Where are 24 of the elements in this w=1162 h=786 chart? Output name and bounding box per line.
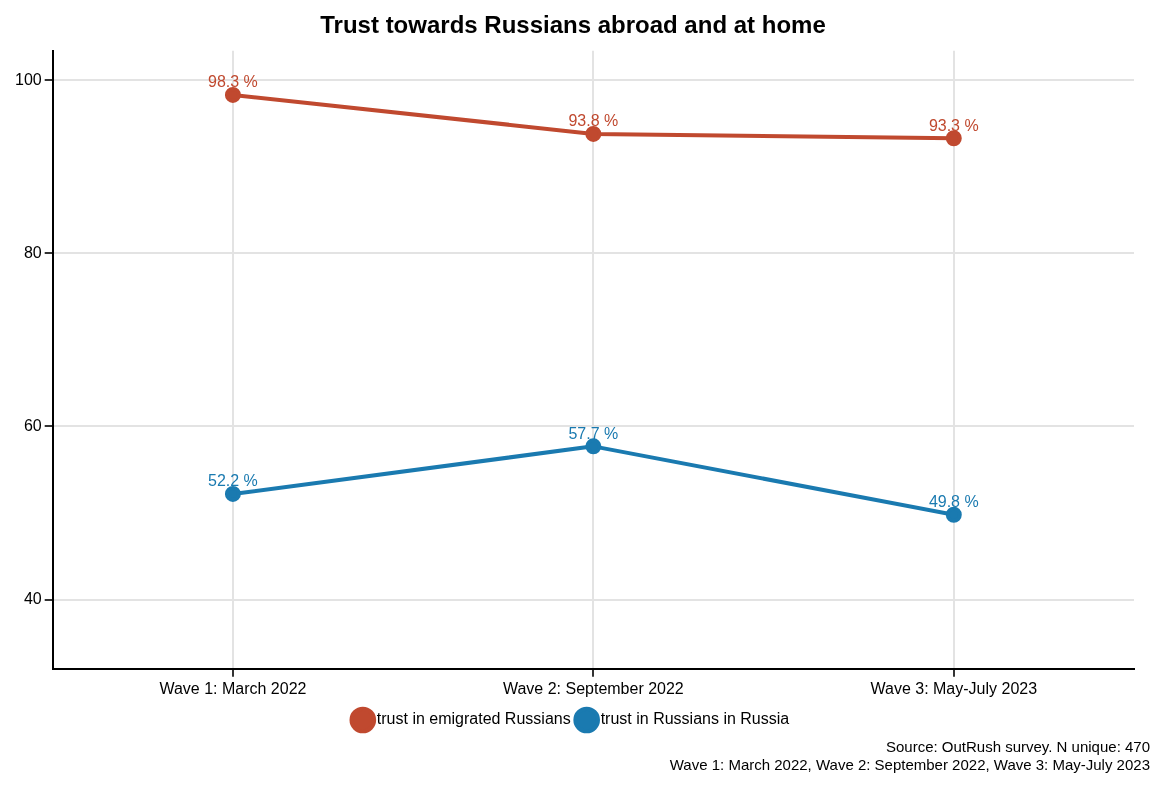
data-label: 98.3 %: [208, 73, 258, 91]
y-tick-label: 80: [23, 243, 42, 261]
chart-title: Trust towards Russians abroad and at home: [320, 11, 826, 39]
y-tick-label: 100: [14, 70, 42, 88]
data-label: 49.8 %: [928, 493, 979, 511]
point: [224, 86, 241, 103]
y-tick-label: 60: [23, 416, 42, 434]
source-note: Source: OutRush survey. N unique: 470: [884, 738, 1150, 756]
y-tick-label: 40: [23, 589, 42, 607]
data-label: 93.8 %: [568, 112, 619, 130]
point: [945, 130, 962, 147]
x-tick-label: Wave 2: September 2022: [502, 679, 684, 697]
point: [585, 438, 602, 455]
point: [585, 125, 602, 142]
point: [945, 506, 962, 523]
legend-label: trust in emigrated Russians: [376, 710, 571, 728]
x-tick-label: Wave 3: May-July 2023: [870, 679, 1038, 697]
text: Wave 1: March 2022, Wave 2: September 2022, Wave 3: May-July 2023: [668, 756, 1150, 774]
point: [224, 485, 241, 502]
data-label: 57.7 %: [568, 424, 619, 442]
data-label: 52.2 %: [208, 472, 258, 490]
legend-label: trust in Russians in Russia: [600, 710, 790, 728]
data-label: 93.3 %: [928, 116, 979, 134]
x-tick-label: Wave 1: March 2022: [159, 679, 307, 697]
